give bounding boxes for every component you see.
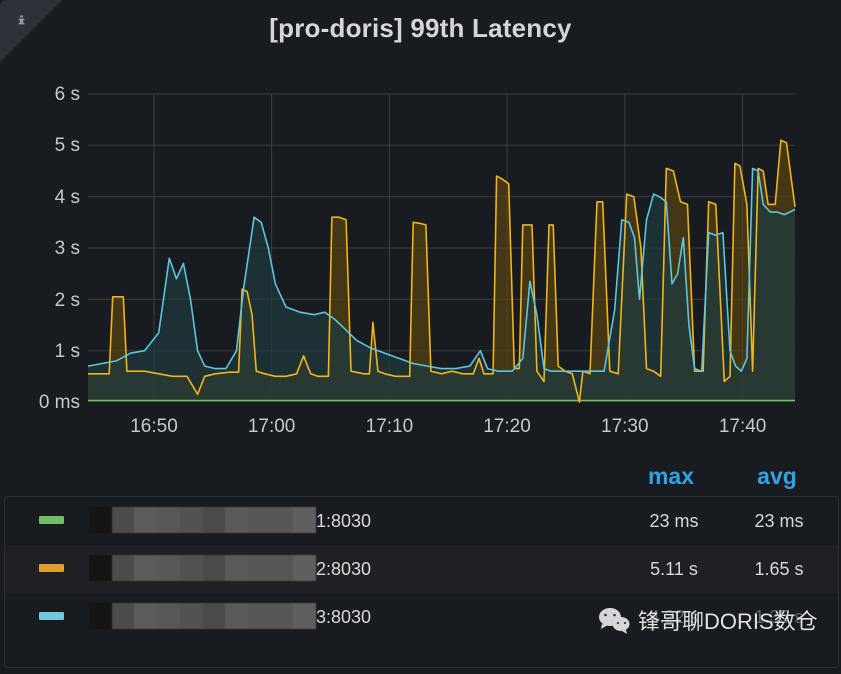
svg-text:0 ms: 0 ms: [39, 392, 80, 413]
svg-text:1 s: 1 s: [55, 341, 80, 362]
svg-text:17:10: 17:10: [366, 416, 414, 437]
svg-text:16:50: 16:50: [130, 416, 178, 437]
svg-text:6 s: 6 s: [55, 84, 80, 105]
svg-text:2 s: 2 s: [55, 290, 80, 311]
svg-text:4 s: 4 s: [55, 187, 80, 208]
svg-text:17:40: 17:40: [719, 416, 767, 437]
svg-text:5 s: 5 s: [55, 135, 80, 156]
svg-text:3 s: 3 s: [55, 238, 80, 259]
svg-text:17:00: 17:00: [248, 416, 296, 437]
svg-text:17:30: 17:30: [601, 416, 649, 437]
svg-text:17:20: 17:20: [483, 416, 531, 437]
